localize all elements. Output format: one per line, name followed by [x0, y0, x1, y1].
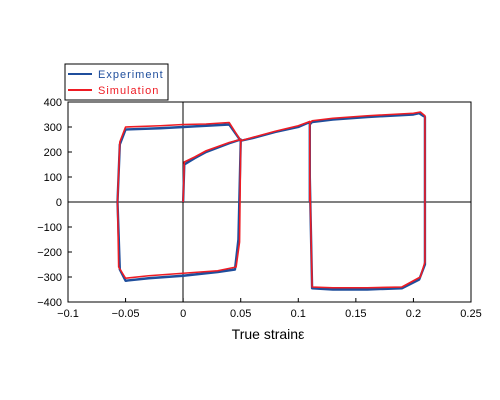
y-tick-label: −200: [37, 247, 62, 259]
y-tick-label: −100: [37, 222, 62, 234]
series-line-experiment: [116, 112, 427, 291]
legend-experiment-label: Experiment: [98, 69, 164, 81]
y-tick-label: −400: [37, 297, 62, 309]
x-tick-label: 0.2: [406, 308, 421, 320]
legend: Experiment Simulation: [64, 63, 169, 101]
x-axis-label: True strainε: [232, 326, 305, 342]
x-tick-label: 0: [180, 308, 186, 320]
y-tick-label: 200: [44, 147, 62, 159]
x-tick-label: 0.1: [291, 308, 306, 320]
x-tick-label: 0.25: [460, 308, 481, 320]
series-layer: [116, 111, 427, 291]
legend-simulation-label: Simulation: [98, 85, 159, 97]
series-line-simulation: [116, 111, 426, 289]
y-tick-label: 400: [44, 97, 62, 109]
x-tick-label: −0.05: [112, 308, 140, 320]
y-tick-label: 0: [56, 197, 62, 209]
y-tick-label: 300: [44, 122, 62, 134]
x-tick-label: −0.1: [57, 308, 79, 320]
x-tick-label: 0.15: [345, 308, 366, 320]
y-tick-label: 100: [44, 172, 62, 184]
y-tick-label: −300: [37, 272, 62, 284]
tick-group: −0.1 −0.05 0 0.05 0.1 0.15 0.2 0.25 −400 −300 −200…: [37, 97, 481, 320]
legend-box: [64, 63, 169, 101]
x-tick-label: 0.05: [230, 308, 251, 320]
